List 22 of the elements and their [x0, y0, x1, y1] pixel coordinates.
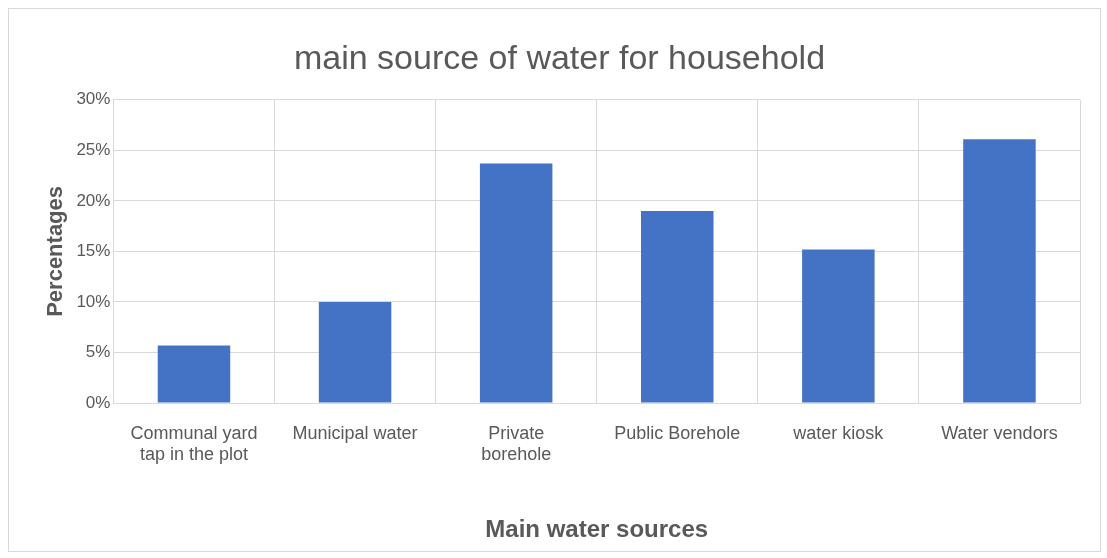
- x-tick-label: Municipal water: [292, 422, 418, 443]
- x-tick-label: Water vendors: [941, 422, 1058, 443]
- y-tick-label: 0%: [85, 392, 111, 412]
- x-tick-label: Public Borehole: [614, 422, 741, 443]
- x-tick-label: Private borehole: [481, 422, 552, 465]
- bar: [963, 139, 1036, 403]
- bar: [157, 345, 231, 403]
- y-tick-label: 10%: [76, 291, 111, 311]
- bar: [318, 301, 392, 403]
- y-axis-title: Percentages: [42, 185, 68, 317]
- x-tick-label: water kiosk: [792, 422, 885, 443]
- x-axis-title: Main water sources: [485, 515, 709, 543]
- x-tick-label: Communal yard tap in the plot: [130, 422, 258, 465]
- bar: [641, 210, 714, 403]
- y-tick-label: 20%: [76, 190, 111, 210]
- chart-title: main source of water for household: [293, 37, 826, 76]
- y-tick-label: 15%: [76, 241, 111, 261]
- bar: [479, 163, 553, 403]
- y-tick-label: 25%: [76, 140, 111, 160]
- y-tick-label: 30%: [76, 89, 111, 109]
- bar: [802, 249, 875, 403]
- y-tick-label: 5%: [85, 342, 111, 362]
